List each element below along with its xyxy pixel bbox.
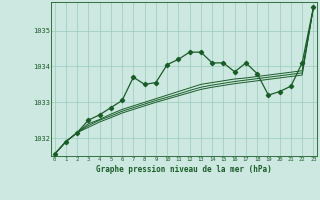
X-axis label: Graphe pression niveau de la mer (hPa): Graphe pression niveau de la mer (hPa) — [96, 165, 272, 174]
